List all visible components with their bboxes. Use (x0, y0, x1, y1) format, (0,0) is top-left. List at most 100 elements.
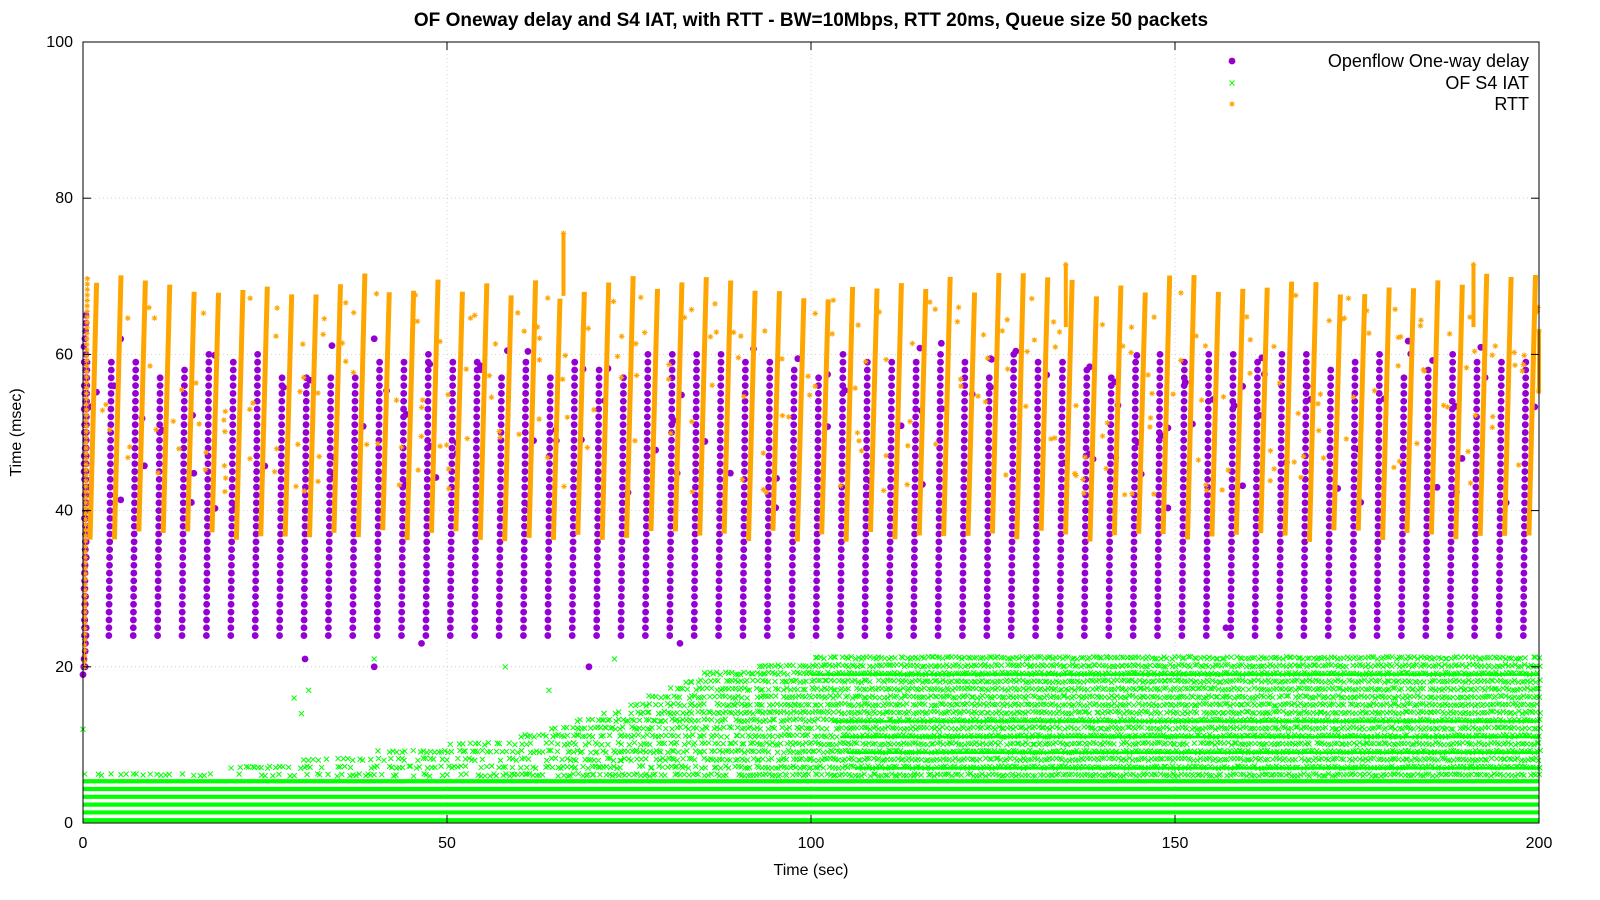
iat-point (669, 755, 675, 762)
iat-point (884, 772, 891, 779)
iat-point (1537, 663, 1543, 670)
oneway-delay-point (205, 351, 213, 358)
iat-point (855, 757, 862, 763)
oneway-delay-point (179, 491, 187, 499)
iat-point (783, 726, 790, 732)
oneway-delay-point (204, 507, 211, 514)
iat-point (228, 765, 234, 771)
iat-point (895, 677, 902, 684)
iat-point (609, 724, 616, 731)
oneway-delay-point (154, 561, 162, 569)
iat-point (810, 757, 817, 764)
iat-point (802, 718, 809, 725)
iat-point (823, 733, 830, 740)
iat-point (750, 710, 756, 717)
iat-point (525, 756, 532, 762)
oneway-delay-point (179, 585, 186, 593)
oneway-delay-point (204, 491, 212, 499)
iat-point (780, 708, 787, 715)
iat-point (250, 763, 256, 770)
oneway-delay-point (180, 397, 188, 405)
oneway-delay-point (203, 608, 211, 616)
iat-point (1010, 725, 1017, 732)
iat-point (954, 701, 961, 708)
oneway-delay-point (180, 452, 188, 460)
iat-point (682, 763, 689, 770)
iat-point (243, 763, 250, 770)
iat-point (1315, 662, 1322, 669)
iat-point (646, 701, 653, 707)
iat-point (885, 662, 892, 668)
iat-point (406, 763, 413, 770)
iat-point (890, 709, 897, 716)
iat-point (1325, 694, 1331, 701)
iat-point (502, 764, 509, 770)
iat-point (740, 740, 747, 747)
oneway-delay-point (180, 468, 187, 475)
iat-point (316, 771, 323, 778)
iat-point (631, 717, 637, 724)
iat-point (939, 655, 946, 662)
iat-point (1297, 693, 1304, 699)
iat-point (815, 724, 821, 731)
iat-point (266, 763, 273, 770)
iat-point (762, 717, 769, 723)
oneway-delay-point (156, 413, 164, 421)
iat-point (669, 747, 675, 754)
iat-point (970, 724, 977, 731)
iat-point (830, 772, 837, 779)
iat-point (997, 678, 1004, 685)
iat-point (754, 677, 761, 684)
iat-point (631, 739, 638, 746)
oneway-delay-point (105, 577, 113, 585)
iat-point (670, 748, 677, 754)
iat-point (892, 772, 899, 779)
iat-point (973, 757, 980, 764)
iat-point (1313, 725, 1319, 732)
iat-point (1005, 655, 1011, 662)
oneway-delay-point (154, 577, 162, 585)
iat-point (526, 771, 533, 777)
iat-point (787, 702, 794, 709)
iat-point (848, 653, 855, 660)
iat-point (772, 741, 779, 748)
iat-point (668, 740, 674, 746)
iat-point (341, 763, 348, 770)
iat-point (699, 726, 705, 733)
iat-point (711, 693, 718, 700)
iat-point (948, 772, 955, 779)
iat-point (783, 772, 790, 779)
iat-point (280, 763, 286, 770)
iat-point (906, 741, 913, 747)
iat-point (746, 687, 753, 693)
iat-point (812, 702, 818, 709)
iat-point (416, 764, 423, 770)
iat-point (616, 749, 623, 755)
iat-point (572, 764, 579, 771)
iat-point (1423, 724, 1429, 731)
iat-point (748, 748, 755, 754)
iat-point (671, 693, 677, 700)
iat-point (749, 671, 756, 677)
iat-point (867, 726, 873, 732)
iat-point (922, 678, 929, 684)
iat-point (1255, 663, 1262, 670)
iat-point (936, 726, 943, 733)
iat-point (782, 678, 788, 685)
iat-point (909, 724, 916, 730)
iat-point (1445, 685, 1451, 691)
iat-point (658, 732, 665, 739)
iat-point (943, 771, 950, 777)
oneway-delay-point (179, 507, 187, 514)
oneway-delay-point (205, 397, 212, 405)
iat-point (640, 709, 647, 716)
oneway-delay-point (117, 496, 125, 504)
iat-point (304, 771, 310, 778)
oneway-delay-point (130, 600, 137, 608)
iat-point (940, 687, 946, 693)
oneway-delay-point (106, 515, 114, 522)
iat-point (936, 654, 943, 661)
iat-point (659, 764, 666, 771)
iat-point (711, 748, 718, 754)
iat-point (765, 678, 772, 685)
